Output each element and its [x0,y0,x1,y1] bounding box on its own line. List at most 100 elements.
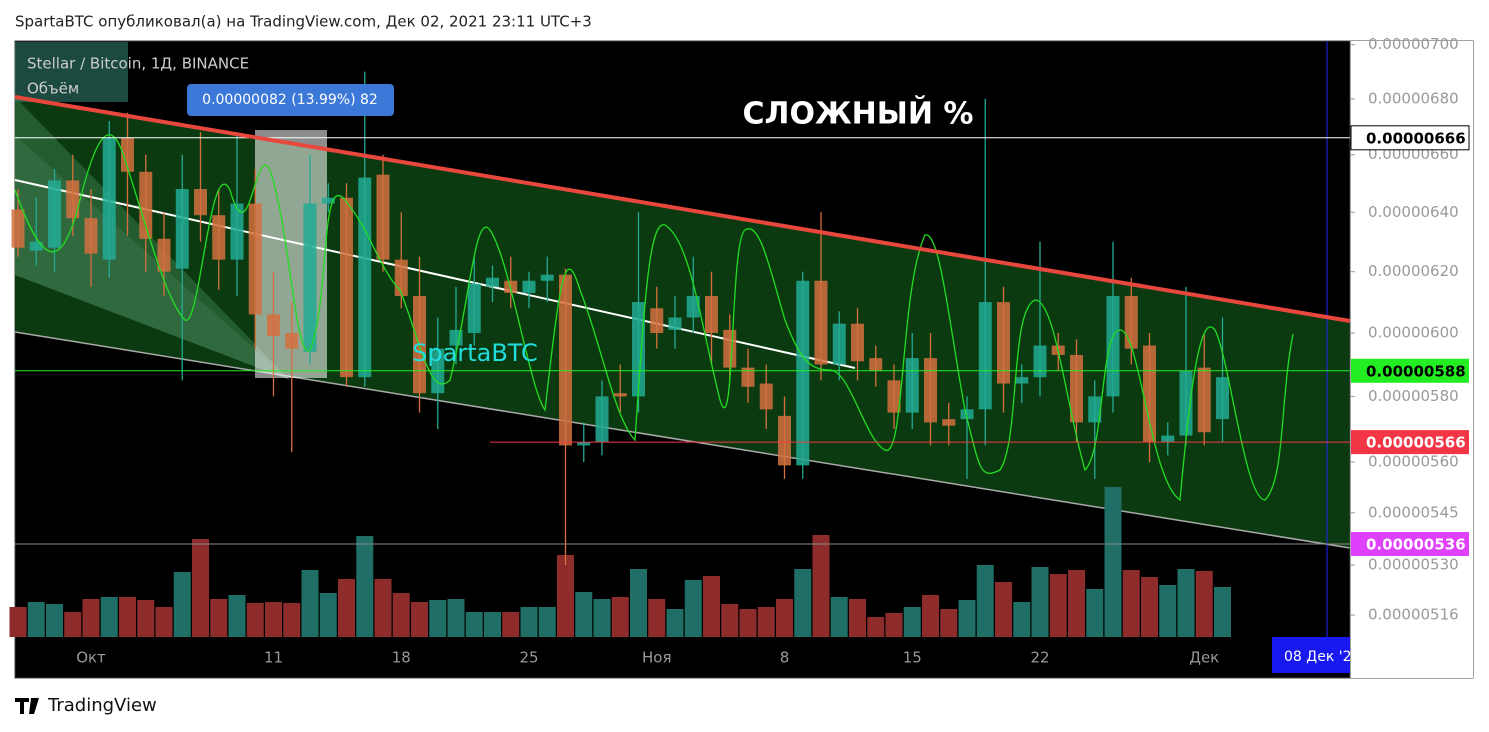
candle-body [121,137,134,172]
candle-body [102,137,116,260]
volume-bar [283,603,301,637]
candle-body [1088,396,1102,423]
volume-bar [703,576,720,637]
price-label: 0.00000588 [1366,362,1466,380]
price-label: 0.00000566 [1366,434,1466,452]
price-label-bg [1351,531,1469,556]
logo [15,698,39,714]
channel-top [14,95,1351,323]
candle-body [394,259,408,296]
volume-bar [82,599,100,637]
candle-body [577,442,591,446]
candle-body [650,308,664,334]
volume-bar [958,600,976,637]
candle-body [29,241,43,251]
volume-label: Объём [27,80,79,98]
tooltip: 0.00000082 (13.99%) 82 [202,92,378,108]
legend-bg [15,42,128,102]
trend-line [14,179,856,369]
volume-bar [922,595,939,637]
x-tick-label: Окт [76,649,106,667]
candle-body [321,197,335,204]
candle-body [978,302,992,410]
y-tick-label: 0.00000680 [1368,89,1459,107]
volume-bar [228,595,246,637]
price-label: 0.00000536 [1366,535,1466,553]
y-tick-label: 0.00000545 [1368,503,1459,521]
volume-bar [1214,587,1231,637]
volume-bar [338,579,355,637]
candle-body [887,380,901,413]
volume-bar [411,602,428,637]
volume-bar [557,555,574,637]
candle-body [175,189,189,269]
volume-bar [538,607,556,637]
y-tick-label: 0.00000560 [1368,453,1459,471]
candle-body [11,209,25,248]
candle-body [376,174,390,260]
candle-body [668,317,682,330]
price-label: 0.00000666 [1366,129,1466,147]
candle-body [1143,345,1156,443]
candle-body [48,180,61,248]
candle-body [285,333,299,349]
volume-bar [137,600,155,637]
candle-body [778,415,791,466]
candle-body [66,180,80,219]
volume-bar [447,599,465,637]
volume-bar [64,612,82,637]
header-title: SpartaBTC опубликовал(а) на TradingView.… [15,13,592,31]
price-label-bg [1351,430,1469,455]
volume-bar [173,572,191,637]
candle-body [358,177,372,378]
volume-bar [192,539,209,637]
volume-bar [776,599,793,637]
volume-bar [648,599,666,637]
candle-body [832,323,846,365]
candle-body [1216,377,1229,420]
price-label-bg [1351,358,1469,383]
x-tick-label: 11 [264,649,283,667]
volume-bar [1031,567,1049,637]
volume-bar [1104,487,1122,637]
y-tick-label: 0.00000516 [1368,606,1459,624]
cursor-date-clip: 08 Дек '21 [1284,649,1360,665]
candle-body [194,189,207,216]
volume-bar [757,607,775,637]
volume-bar [246,603,264,637]
cursor-date: 08 Дек '21 [1284,649,1360,665]
candle-body [522,280,536,293]
volume-bar [903,607,921,637]
volume-bar [155,607,173,637]
volume-bar [630,569,647,637]
watermark: SpartaBTC [412,339,538,367]
x-tick-label: 25 [519,649,538,667]
candle-body [486,277,499,287]
volume-bar [1068,570,1085,637]
volume-bar [265,602,282,637]
volume-bar [885,613,903,637]
x-tick-label: 22 [1030,649,1049,667]
candle-body [1179,370,1193,436]
candle-body [686,295,700,318]
volume-bar [9,607,27,637]
volume-bar [721,604,739,637]
y-tick-label: 0.00000580 [1368,387,1459,405]
tooltip-bg [187,84,394,116]
volume-bar [1195,571,1213,637]
symbol: Stellar / Bitcoin, 1Д, BINANCE [27,55,249,73]
volume-bar [1177,569,1195,637]
candle-body [449,329,463,346]
volume-bar [484,612,501,637]
volume-bar [611,597,629,637]
y-tick-label: 0.00000530 [1368,556,1459,574]
candle-body [960,409,974,420]
volume-bar [319,593,337,637]
volume-bar [301,570,319,637]
volume-bar [119,597,136,637]
volume-bar [1013,602,1031,637]
volume-bar [1141,577,1158,637]
volume-bar [210,599,228,637]
volume-bar [794,569,812,637]
candle-body [230,203,244,260]
